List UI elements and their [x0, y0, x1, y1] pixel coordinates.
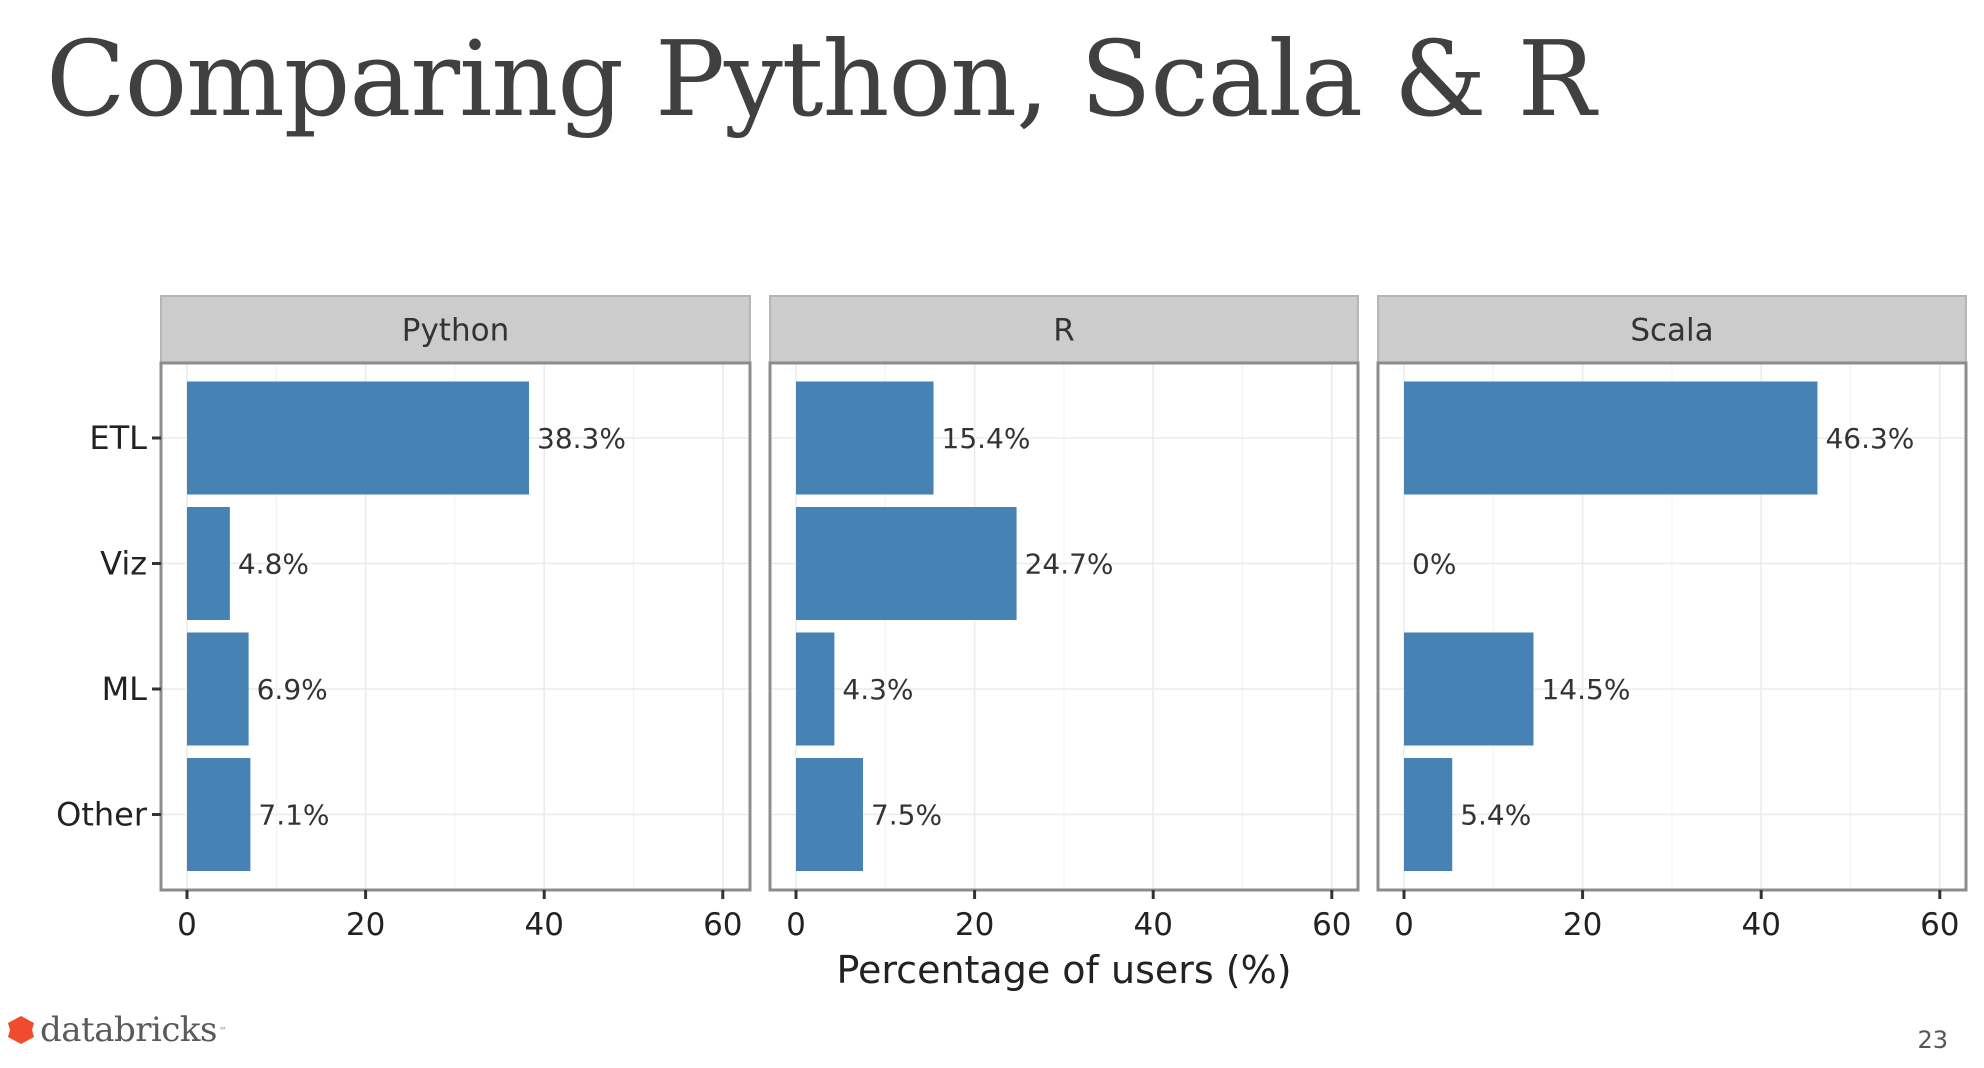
bar-scala-other: [1404, 758, 1453, 871]
logo-trademark: ™: [218, 1025, 227, 1035]
bar-r-other: [796, 758, 863, 871]
bar-value-label: 24.7%: [1025, 548, 1114, 581]
bar-value-label: 0%: [1412, 548, 1456, 581]
panel-border: [159, 361, 752, 892]
bar-python-viz: [187, 507, 230, 620]
logo-text: databricks: [40, 1010, 217, 1050]
facet-strip-label: R: [1053, 313, 1075, 349]
facet-strip: [1377, 295, 1967, 364]
faceted-bar-chart: Python 38.3% 4.8% 6.9% 7.1% 0 20 40 60 R 15.4% 24.7…: [56, 295, 1968, 992]
databricks-logo-icon: [8, 1016, 34, 1044]
x-axis-tick-label: 0: [786, 907, 806, 943]
x-axis-tick-label: 60: [703, 907, 742, 943]
bar-value-label: 14.5%: [1541, 673, 1630, 706]
facet-strip-label: Scala: [1630, 313, 1713, 349]
bar-python-ml: [187, 632, 249, 746]
x-axis-tick-label: 40: [524, 907, 563, 943]
x-axis-tick-label: 0: [1394, 907, 1414, 943]
bar-value-label: 7.5%: [871, 799, 942, 832]
bar-value-label: 38.3%: [537, 422, 626, 455]
x-axis-tick-label: 0: [177, 907, 197, 943]
y-axis-category-label: ETL: [89, 419, 147, 457]
y-axis-category-label: Viz: [100, 545, 147, 583]
x-axis-tick-label: 20: [955, 907, 994, 943]
databricks-logo: databricks ™: [6, 1010, 227, 1050]
page-number: 23: [1917, 1026, 1948, 1054]
bar-r-etl: [796, 381, 934, 495]
x-axis-tick-label: 60: [1312, 907, 1351, 943]
y-axis-category-label: Other: [56, 796, 148, 834]
x-axis-tick-label: 40: [1741, 907, 1780, 943]
x-axis-tick-label: 40: [1133, 907, 1172, 943]
bar-value-label: 15.4%: [942, 422, 1031, 455]
bar-value-label: 7.1%: [258, 799, 329, 832]
panel-border: [1376, 361, 1968, 892]
bar-value-label: 4.8%: [238, 548, 309, 581]
bar-value-label: 5.4%: [1460, 799, 1531, 832]
bar-r-ml: [796, 632, 835, 746]
facet-strip: [160, 295, 751, 364]
bar-r-viz: [796, 507, 1017, 620]
panel-border: [768, 361, 1360, 892]
x-axis-tick-label: 20: [1563, 907, 1602, 943]
bar-scala-ml: [1404, 632, 1534, 746]
bar-value-label: 6.9%: [257, 673, 328, 706]
x-axis-tick-label: 20: [346, 907, 385, 943]
x-axis-title: Percentage of users (%): [836, 948, 1291, 992]
facet-strip: [769, 295, 1359, 364]
bar-python-etl: [187, 381, 530, 495]
bar-python-other: [187, 758, 251, 871]
bar-value-label: 46.3%: [1825, 422, 1914, 455]
y-axis-category-label: ML: [102, 670, 148, 708]
bar-value-label: 4.3%: [842, 673, 913, 706]
facet-strip-label: Python: [402, 313, 509, 349]
slide-title: Comparing Python, Scala & R: [46, 18, 1596, 140]
x-axis-tick-label: 60: [1920, 907, 1959, 943]
bar-scala-etl: [1404, 381, 1818, 495]
